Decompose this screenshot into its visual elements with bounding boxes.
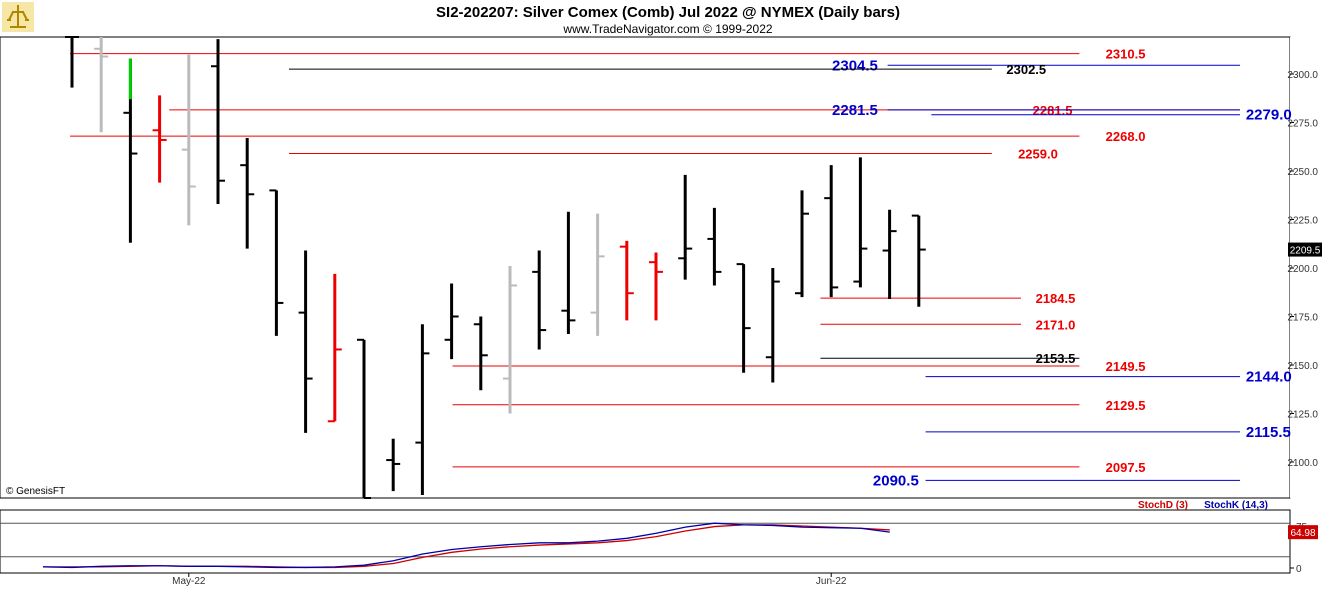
logo-icon xyxy=(2,2,34,32)
ohlc-bar xyxy=(94,37,109,133)
ohlc-bar xyxy=(152,95,167,183)
price-tick-label: 2200.0 xyxy=(1287,264,1318,275)
ohlc-bar xyxy=(211,39,225,204)
ohlc-bar xyxy=(707,207,722,286)
price-axis: 2100.0 2125.0 2150.0 2175.0 2200.0 2225.0 2250… xyxy=(1287,70,1322,469)
level-label: 2129.5 xyxy=(1106,398,1146,413)
level-label: 2304.5 xyxy=(832,57,878,74)
ohlc-bar xyxy=(911,214,926,307)
time-axis: May-22 Jun-22 xyxy=(172,573,847,587)
ohlc-bar xyxy=(795,190,809,298)
ohlc-bar xyxy=(882,209,897,300)
price-tick-label: 2225.0 xyxy=(1287,216,1318,227)
ohlc-bar xyxy=(357,338,371,499)
ohlc-bar xyxy=(269,189,284,336)
ohlc-bar xyxy=(561,211,576,334)
indicator-last-label: 64.98 xyxy=(1290,528,1315,539)
price-pane xyxy=(0,36,1291,499)
price-tick-label: 2300.0 xyxy=(1287,70,1318,81)
ohlc-bar xyxy=(386,438,401,492)
header-band xyxy=(0,0,1336,37)
ohlc-bar xyxy=(590,213,605,336)
ohlc-bar xyxy=(853,157,868,288)
ohlc-bar xyxy=(473,316,488,391)
ohlc-bar xyxy=(298,250,313,433)
level-label: 2310.5 xyxy=(1106,47,1146,62)
price-tick-label: 2100.0 xyxy=(1287,458,1318,469)
indicator-tick-label: 0 xyxy=(1296,564,1302,575)
level-label: 2184.5 xyxy=(1036,291,1076,306)
level-label: 2149.5 xyxy=(1106,359,1146,374)
ohlc-bar xyxy=(678,174,693,280)
price-tick-label: 2125.0 xyxy=(1287,410,1318,421)
level-label: 2268.0 xyxy=(1106,129,1146,144)
ohlc-bar xyxy=(765,268,780,383)
stochk-legend: StochK (14,3) xyxy=(1204,500,1268,511)
level-label: 2259.0 xyxy=(1018,147,1058,162)
time-tick-label: May-22 xyxy=(172,576,206,587)
stochk-line xyxy=(42,522,890,569)
ohlc-bar xyxy=(181,54,196,226)
genesis-watermark: © GenesisFT xyxy=(6,486,65,497)
ohlc-bar xyxy=(736,263,751,373)
ohlc-bar xyxy=(532,250,547,350)
price-tick-label: 2250.0 xyxy=(1287,167,1318,178)
last-price-label: 2209.5 xyxy=(1290,246,1321,257)
stochastic-indicator: 07564.98 xyxy=(0,522,1318,575)
price-tick-label: 2150.0 xyxy=(1287,361,1318,372)
level-label: 2171.0 xyxy=(1036,317,1076,332)
level-label: 2279.0 xyxy=(1246,107,1292,124)
price-tick-label: 2175.0 xyxy=(1287,313,1318,324)
price-bars xyxy=(65,36,926,499)
ohlc-bar xyxy=(123,58,138,243)
last-price-box xyxy=(1288,242,1322,257)
ohlc-bar xyxy=(824,165,839,298)
level-label: 2153.5 xyxy=(1036,351,1076,366)
chart-title: SI2-202207: Silver Comex (Comb) Jul 2022… xyxy=(436,4,900,21)
price-tick-label: 2275.0 xyxy=(1287,119,1318,130)
ohlc-bar xyxy=(240,138,255,249)
chart-subtitle: www.TradeNavigator.com © 1999-2022 xyxy=(562,22,772,36)
stochd-legend: StochD (3) xyxy=(1138,500,1188,511)
ohlc-bar xyxy=(65,36,79,88)
ohlc-bar xyxy=(649,252,663,321)
ohlc-bar xyxy=(444,283,459,360)
ohlc-bar xyxy=(619,240,634,321)
indicator-pane xyxy=(0,509,1291,574)
ohlc-bar xyxy=(327,273,342,423)
price-axis-area xyxy=(1290,37,1336,498)
level-label: 2144.0 xyxy=(1246,369,1292,386)
ohlc-bar xyxy=(503,266,517,414)
indicator-last-box xyxy=(1288,525,1318,540)
level-label: 2281.5 xyxy=(832,102,878,119)
level-label: 2097.5 xyxy=(1106,460,1146,475)
level-label: 2090.5 xyxy=(873,472,919,489)
level-label: 2302.5 xyxy=(1006,62,1046,77)
ohlc-bar xyxy=(415,324,430,495)
level-label: 2115.5 xyxy=(1246,424,1291,441)
time-tick-label: Jun-22 xyxy=(816,576,847,587)
